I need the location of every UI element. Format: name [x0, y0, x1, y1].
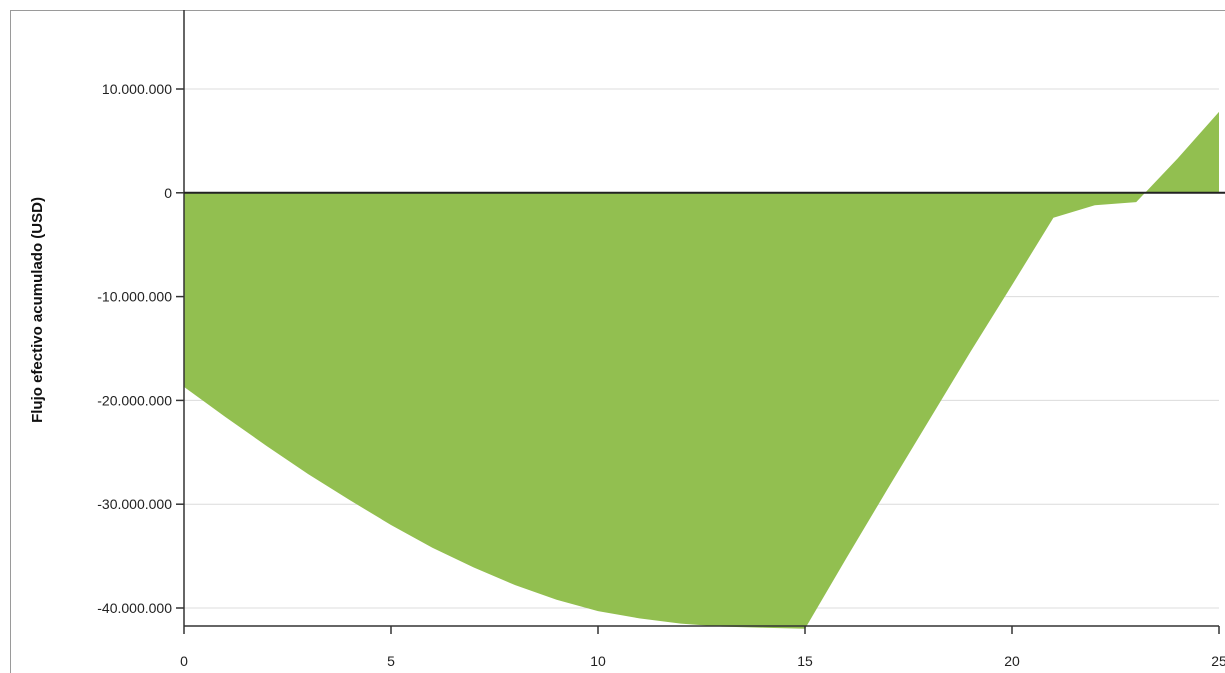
ticks: 10.000.000 0 -10.000.000 -20.000.000 -30.000… — [97, 81, 1225, 669]
chart-frame — [10, 10, 1225, 673]
x-tick-label-1: 5 — [387, 653, 395, 669]
cumulative-cash-flow-area — [184, 111, 1219, 629]
y-tick-label-5: -40.000.000 — [97, 600, 172, 616]
y-tick-label-4: -30.000.000 — [97, 496, 172, 512]
y-axis-title: Flujo efectivo acumulado (USD) — [29, 197, 46, 423]
y-tick-label-2: -10.000.000 — [97, 289, 172, 305]
x-tick-label-3: 15 — [797, 653, 813, 669]
y-tick-label-0: 10.000.000 — [102, 81, 172, 97]
axes — [183, 10, 1225, 627]
y-tick-label-3: -20.000.000 — [97, 392, 172, 408]
x-tick-label-2: 10 — [590, 653, 606, 669]
x-tick-label-4: 20 — [1004, 653, 1020, 669]
x-tick-label-5: 25 — [1211, 653, 1225, 669]
x-tick-label-0: 0 — [180, 653, 188, 669]
area-series — [184, 111, 1219, 629]
y-tick-label-1: 0 — [164, 185, 172, 201]
